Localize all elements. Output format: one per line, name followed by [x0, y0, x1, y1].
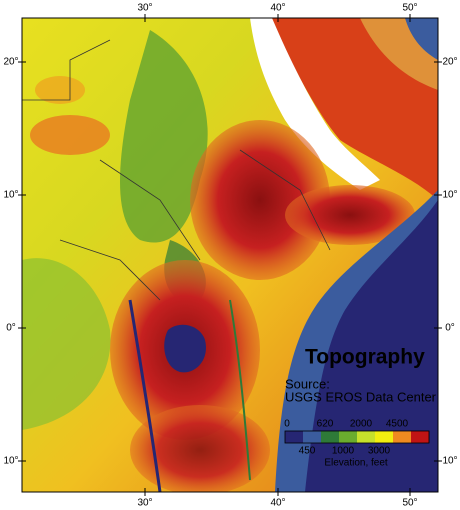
latitude-label: 10°: [442, 190, 457, 201]
legend-label: 0: [284, 419, 290, 430]
legend-outline: [284, 430, 430, 444]
legend-label: 4500: [386, 419, 409, 430]
legend-swatch: [357, 431, 375, 443]
latitude-label: 10°: [3, 190, 18, 201]
legend-swatch: [411, 431, 429, 443]
latitude-label: 0°: [6, 323, 16, 334]
legend-label: 1000: [332, 446, 355, 457]
longitude-label: 30°: [137, 3, 152, 14]
longitude-label: 50°: [402, 498, 417, 509]
latitude-label: 10°: [442, 456, 457, 467]
longitude-label: 40°: [270, 498, 285, 509]
legend-label: 450: [299, 446, 316, 457]
latitude-label: 10°: [3, 456, 18, 467]
legend-label: 620: [317, 419, 334, 430]
source-name: USGS EROS Data Center: [285, 389, 437, 404]
legend-label: 3000: [368, 446, 391, 457]
latitude-label: 0°: [445, 323, 455, 334]
latitude-label: 20°: [3, 57, 18, 68]
source-label: Source:: [285, 376, 330, 391]
legend-swatch: [285, 431, 303, 443]
legend-swatch: [321, 431, 339, 443]
legend-label: 2000: [350, 419, 373, 430]
legend: 0 620 2000 4500 450 1000 3000: [284, 419, 430, 457]
terrain: [22, 18, 438, 492]
legend-swatch: [393, 431, 411, 443]
legend-swatch: [339, 431, 357, 443]
legend-swatch: [375, 431, 393, 443]
longitude-label: 40°: [270, 3, 285, 14]
legend-swatch: [303, 431, 321, 443]
latitude-label: 20°: [442, 57, 457, 68]
longitude-label: 30°: [137, 498, 152, 509]
legend-caption: Elevation, feet: [324, 458, 388, 469]
map-title: Topography: [305, 346, 425, 369]
map-frame: [21, 17, 439, 493]
longitude-label: 50°: [402, 3, 417, 14]
